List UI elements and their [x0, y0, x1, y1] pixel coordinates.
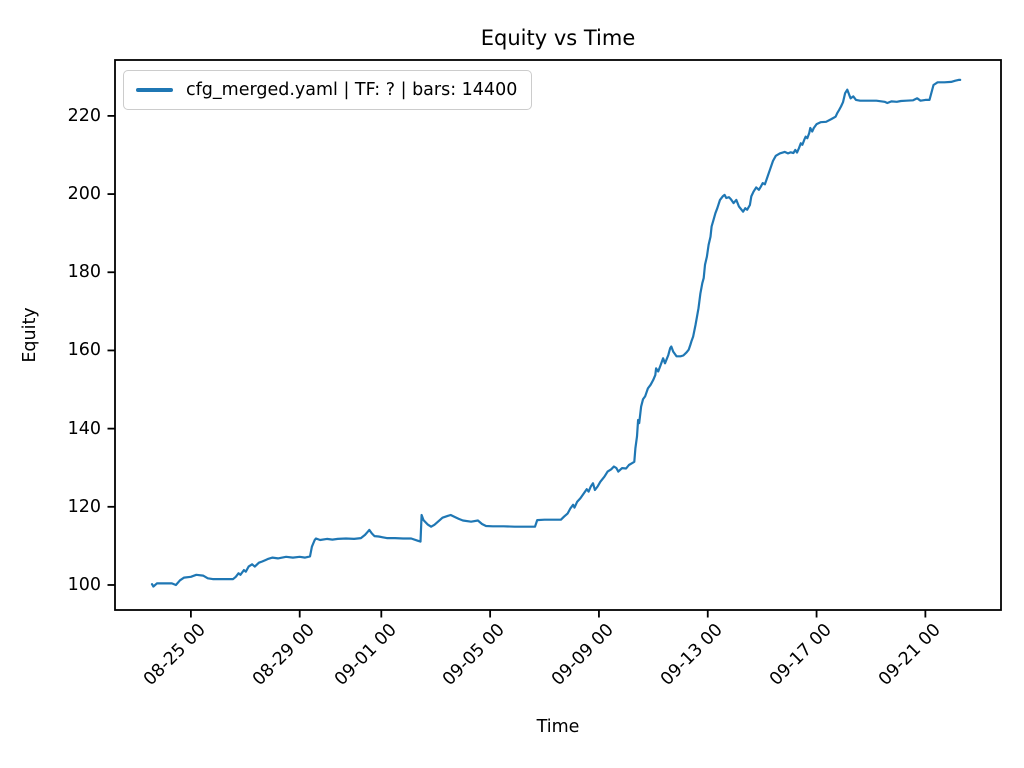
axes-spines [114, 59, 1002, 611]
y-tick-label: 120 [67, 496, 101, 517]
chart-title: Equity vs Time [480, 26, 636, 50]
y-tick-label: 220 [67, 105, 101, 126]
equity-line [150, 78, 962, 588]
legend-label: cfg_merged.yaml | TF: ? | bars: 14400 [186, 80, 518, 100]
y-tick-label: 200 [67, 184, 101, 205]
legend: cfg_merged.yaml | TF: ? | bars: 14400 [123, 70, 533, 110]
x-axis-label: Time [536, 717, 580, 737]
y-tick-label: 160 [67, 340, 101, 361]
y-tick-label: 140 [67, 418, 101, 439]
y-tick-label: 180 [67, 262, 101, 283]
y-tick-label: 100 [67, 574, 101, 595]
legend-line-sample [136, 88, 173, 92]
